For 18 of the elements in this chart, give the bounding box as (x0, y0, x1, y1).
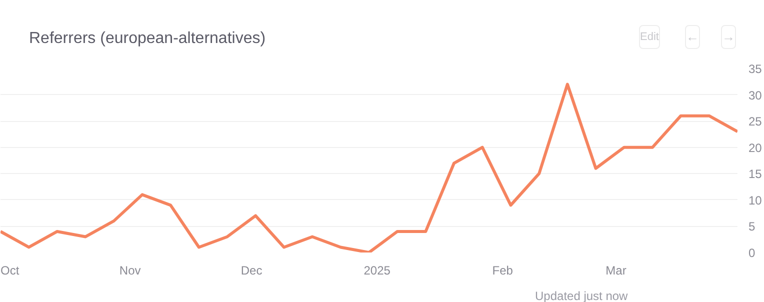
x-tick-label: Oct (0, 264, 20, 278)
x-tick-label: 2025 (364, 264, 391, 278)
x-tick-label: Nov (119, 264, 141, 278)
text: ← (685, 25, 700, 49)
y-tick-label: 15 (748, 167, 762, 182)
x-tick-label: Dec (240, 264, 262, 278)
x-tick-label: Mar (606, 264, 626, 278)
line-series (0, 82, 738, 252)
y-tick-label: 20 (748, 140, 762, 155)
y-tick-label: 30 (748, 88, 762, 102)
y-tick-label: 25 (748, 114, 762, 129)
chart-title: Referrers (european-alternatives) (29, 29, 266, 49)
y-tick-label: 35 (748, 62, 762, 76)
y-tick-label: 0 (748, 246, 756, 260)
y-tick-label: 10 (748, 193, 762, 208)
y-tick-label: 5 (748, 220, 756, 234)
text: → (721, 25, 736, 49)
x-tick-label: Feb (492, 264, 514, 278)
